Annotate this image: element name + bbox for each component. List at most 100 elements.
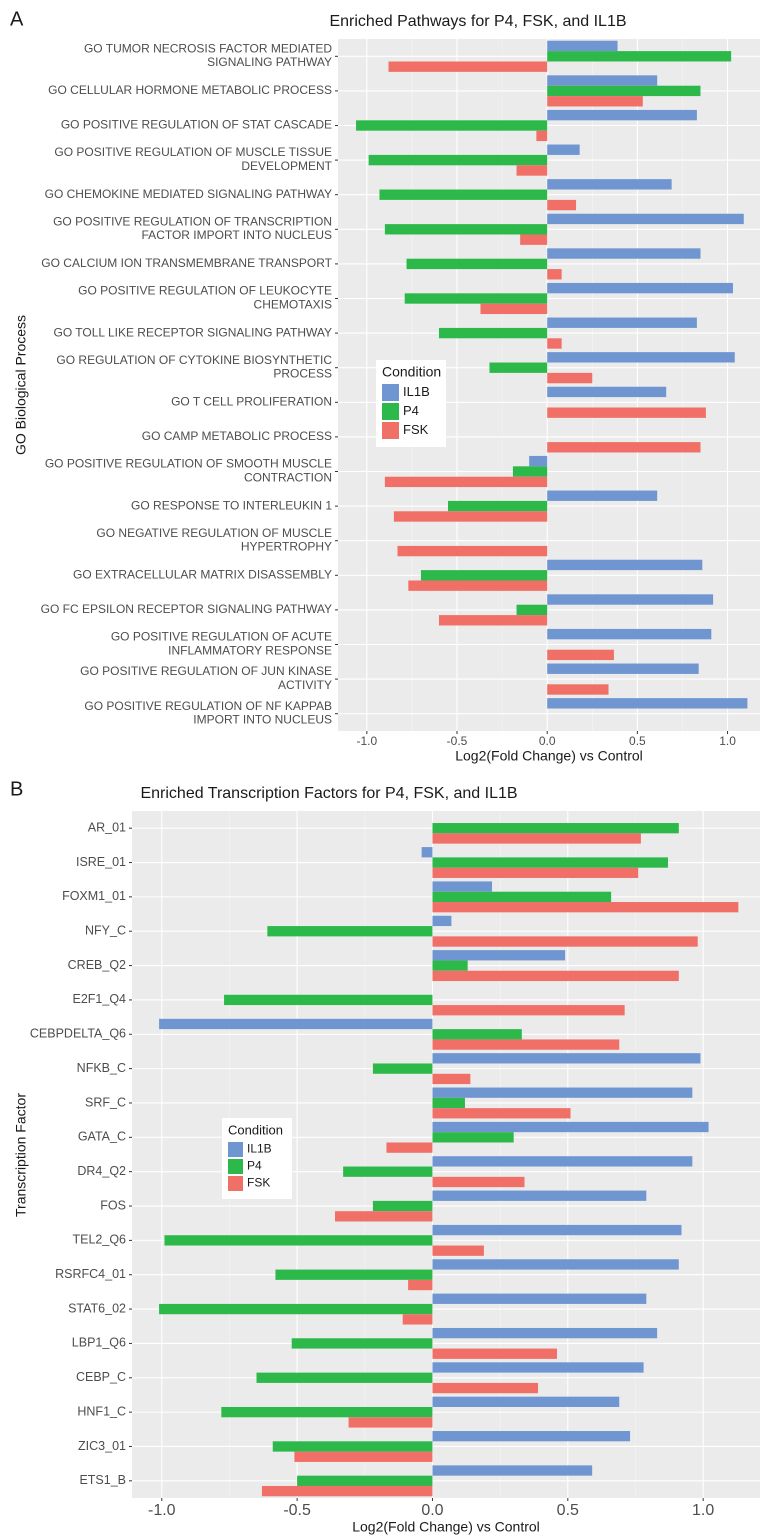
y-tick-label: CREB_Q2	[68, 958, 126, 972]
bar	[432, 1245, 484, 1256]
y-tick-label: GO NEGATIVE REGULATION OF MUSCLE HYPERTRO…	[96, 526, 332, 554]
legend-key	[382, 384, 399, 401]
y-tick-label: GO POSITIVE REGULATION OF JUN KINASE ACTI…	[80, 664, 332, 692]
y-tick-label: E2F1_Q4	[72, 992, 126, 1006]
y-tick-label: ISRE_01	[76, 855, 126, 869]
y-tick-label: GO TOLL LIKE RECEPTOR SIGNALING PATHWAY	[53, 325, 332, 339]
bar	[432, 823, 679, 834]
x-tick-label: 0.5	[629, 734, 646, 748]
y-tick-label: GO EXTRACELLULAR MATRIX DISASSEMBLY	[73, 567, 332, 581]
x-tick-label: 0.0	[421, 1502, 443, 1519]
bar	[536, 130, 548, 142]
bar	[294, 1451, 433, 1462]
legend-key	[382, 403, 399, 420]
bar	[432, 1396, 620, 1407]
bar	[432, 1108, 571, 1119]
bar	[432, 881, 493, 892]
bar	[261, 1485, 433, 1497]
x-tick-label: -0.5	[447, 734, 468, 748]
y-tick-label: GO REGULATION OF CYTOKINE BIOSYNTHETIC PR…	[56, 353, 332, 381]
bar	[547, 559, 703, 571]
bar	[547, 407, 706, 418]
bar	[397, 545, 548, 557]
bar	[432, 1029, 522, 1040]
bar	[368, 154, 548, 166]
bar	[420, 570, 548, 581]
y-tick-label: DR4_Q2	[77, 1164, 126, 1178]
bar	[291, 1338, 433, 1349]
y-tick-label: LBP1_Q6	[72, 1336, 126, 1350]
legend-title: Condition	[382, 364, 441, 380]
bar	[224, 994, 433, 1006]
bar	[512, 466, 548, 477]
x-tick-label: -1.0	[148, 1502, 176, 1519]
y-tick-label: NFY_C	[85, 924, 126, 938]
bar	[379, 189, 548, 200]
bar	[272, 1441, 433, 1452]
y-tick-label: FOS	[100, 1198, 126, 1212]
bar	[404, 293, 548, 304]
bar	[547, 698, 748, 709]
y-tick-label: GO RESPONSE TO INTERLEUKIN 1	[131, 498, 332, 512]
bar	[547, 317, 697, 328]
bar	[432, 1224, 682, 1236]
bar	[432, 1259, 679, 1270]
bar	[432, 936, 698, 947]
bar	[432, 1039, 620, 1050]
bar	[448, 500, 548, 512]
bar	[386, 1142, 433, 1153]
y-tick-label: ETS1_B	[79, 1473, 126, 1487]
bar	[547, 96, 643, 107]
bar	[547, 213, 744, 225]
bar	[406, 258, 548, 270]
panel-label: B	[10, 778, 23, 800]
bar	[402, 1314, 433, 1325]
y-tick-label: SRF_C	[85, 1095, 126, 1109]
bar	[489, 362, 548, 373]
bar	[516, 604, 548, 616]
bar	[547, 628, 712, 640]
y-tick-label: GO POSITIVE REGULATION OF NF KAPPAB IMPOR…	[84, 699, 332, 727]
legend-label: FSK	[403, 422, 429, 437]
y-tick-label: GO POSITIVE REGULATION OF TRANSCRIPTION F…	[53, 215, 332, 243]
chart-title: Enriched Transcription Factors for P4, F…	[140, 785, 517, 802]
bar	[335, 1211, 433, 1222]
bar	[432, 950, 566, 961]
bar	[432, 1382, 539, 1394]
bar	[159, 1018, 433, 1030]
bar	[547, 490, 658, 501]
y-tick-label: CEBPDELTA_Q6	[30, 1027, 126, 1041]
y-axis-title: GO Biological Process	[13, 315, 29, 455]
bar	[256, 1372, 433, 1383]
bar	[547, 85, 701, 97]
bar	[547, 282, 733, 294]
bar	[432, 1348, 557, 1359]
bar	[432, 1190, 647, 1201]
y-tick-label: GO POSITIVE REGULATION OF STAT CASCADE	[61, 118, 332, 132]
bar	[159, 1303, 433, 1315]
bar	[432, 1005, 625, 1016]
bar	[221, 1406, 433, 1418]
legend-title: Condition	[228, 1122, 283, 1137]
x-tick-label: 1.0	[719, 734, 736, 748]
x-tick-label: 0.0	[539, 734, 556, 748]
bar	[438, 327, 548, 339]
bar	[432, 1097, 465, 1109]
bar	[343, 1166, 433, 1177]
bar	[520, 234, 548, 245]
bar	[547, 269, 562, 280]
y-axis-title: Transcription Factor	[13, 1093, 29, 1217]
bar	[432, 857, 668, 868]
bar	[547, 179, 672, 190]
bar	[547, 75, 658, 86]
bar	[432, 1431, 631, 1442]
bar	[516, 165, 548, 176]
legend-label: P4	[247, 1159, 262, 1173]
bar	[432, 1176, 525, 1188]
y-tick-label: GO POSITIVE REGULATION OF SMOOTH MUSCLE C…	[45, 457, 332, 485]
y-tick-label: GATA_C	[78, 1130, 126, 1144]
bar	[547, 442, 701, 453]
bar	[372, 1063, 433, 1074]
legend-key	[228, 1176, 243, 1191]
